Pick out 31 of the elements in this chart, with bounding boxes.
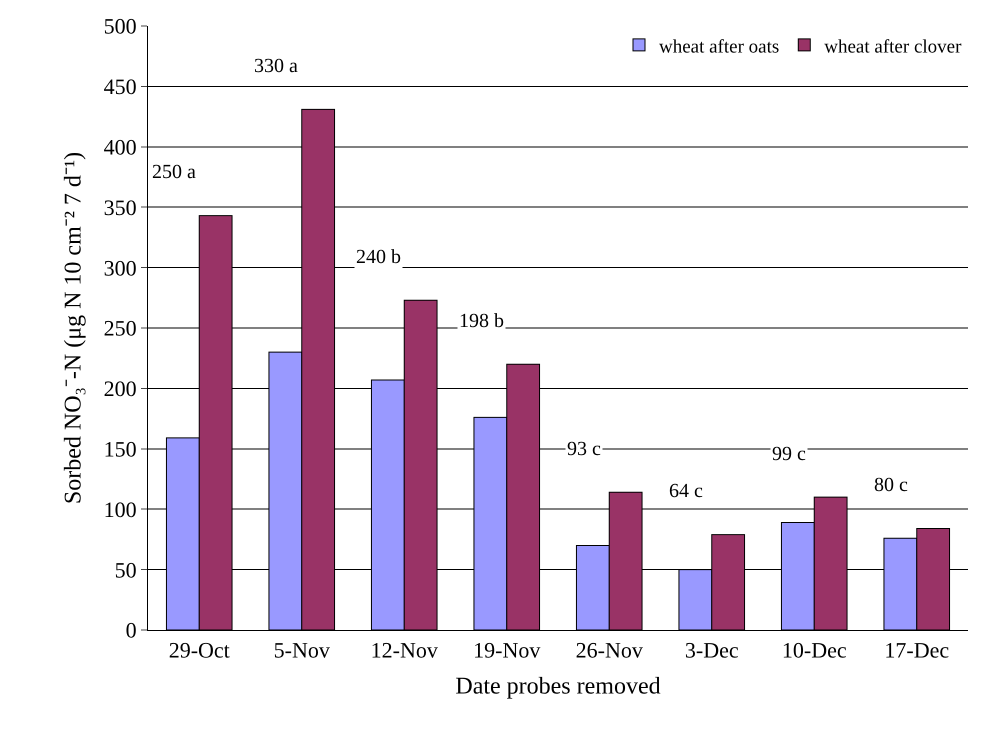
y-tick-label: 250 bbox=[104, 316, 137, 341]
x-tick-label: 3-Dec bbox=[684, 637, 739, 662]
annotation: 240 b bbox=[356, 246, 401, 268]
x-axis-title: Date probes removed bbox=[455, 674, 661, 700]
annotation: 99 c bbox=[772, 443, 806, 465]
y-tick-label: 100 bbox=[104, 496, 137, 522]
y-axis-title: Sorbed NO₃⁻-N (μg N 10 cm⁻² 7 d⁻¹) bbox=[60, 152, 87, 504]
y-tick-label: 400 bbox=[104, 134, 137, 160]
x-tick-label: 26-Nov bbox=[576, 637, 643, 662]
annotation: 64 c bbox=[669, 480, 703, 502]
annotation: 330 a bbox=[254, 55, 298, 77]
x-tick-label: 10-Dec bbox=[782, 637, 847, 662]
annotation: 198 b bbox=[459, 310, 504, 332]
y-tick-label: 150 bbox=[104, 436, 137, 462]
legend-label: wheat after oats bbox=[659, 36, 780, 58]
y-tick-label: 200 bbox=[104, 376, 137, 402]
annotation: 93 c bbox=[567, 438, 601, 460]
y-tick-label: 350 bbox=[104, 194, 137, 220]
x-tick-label: 5-Nov bbox=[274, 637, 330, 662]
legend-label: wheat after clover bbox=[824, 36, 962, 58]
x-tick-label: 29-Oct bbox=[168, 637, 230, 662]
x-tick-label: 12-Nov bbox=[370, 637, 438, 662]
annotation: 80 c bbox=[874, 474, 908, 496]
x-tick-label: 19-Nov bbox=[473, 637, 540, 662]
x-tick-label: 17-Dec bbox=[884, 637, 950, 662]
y-tick-label: 450 bbox=[104, 74, 137, 100]
y-tick-label: 50 bbox=[114, 557, 137, 582]
annotation: 250 a bbox=[152, 161, 196, 183]
y-tick-label: 0 bbox=[126, 618, 137, 643]
y-tick-label: 500 bbox=[104, 14, 137, 39]
y-tick-label: 300 bbox=[104, 255, 137, 280]
